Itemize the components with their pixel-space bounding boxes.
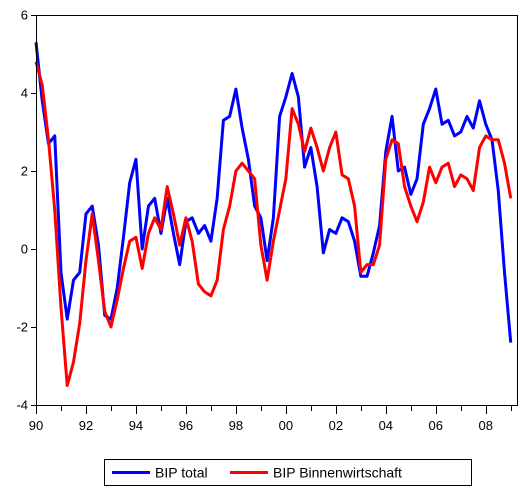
y-axis-ticks: -4 -2 0 2 4 6 bbox=[16, 8, 36, 413]
x-tick-label: 02 bbox=[329, 418, 343, 433]
x-tick-label: 98 bbox=[229, 418, 243, 433]
series-layer bbox=[34, 42, 513, 387]
y-tick-label: -2 bbox=[16, 320, 28, 335]
y-tick-label: -4 bbox=[16, 398, 28, 413]
series-line-bip-binnenwirtschaft bbox=[34, 61, 513, 387]
x-tick-label: 00 bbox=[279, 418, 293, 433]
legend-box bbox=[104, 459, 472, 486]
y-tick-label: 0 bbox=[21, 242, 28, 257]
x-tick-label: 92 bbox=[79, 418, 93, 433]
legend-label-bip-total: BIP total bbox=[155, 465, 208, 481]
y-tick-label: 6 bbox=[21, 8, 28, 23]
x-tick-label: 94 bbox=[129, 418, 143, 433]
legend-label-bip-binnenwirtschaft: BIP Binnenwirtschaft bbox=[273, 465, 402, 481]
x-axis-ticks: 90 92 94 96 98 00 02 04 06 08 bbox=[29, 405, 512, 433]
legend: BIP total BIP Binnenwirtschaft bbox=[104, 459, 472, 486]
x-tick-label: 04 bbox=[379, 418, 393, 433]
x-tick-label: 06 bbox=[429, 418, 443, 433]
y-tick-label: 4 bbox=[21, 86, 28, 101]
x-tick-label: 96 bbox=[179, 418, 193, 433]
series-line-bip-total bbox=[34, 42, 513, 343]
y-tick-label: 2 bbox=[21, 164, 28, 179]
plot-frame bbox=[36, 15, 518, 406]
x-tick-label: 08 bbox=[479, 418, 493, 433]
x-tick-label: 90 bbox=[29, 418, 43, 433]
